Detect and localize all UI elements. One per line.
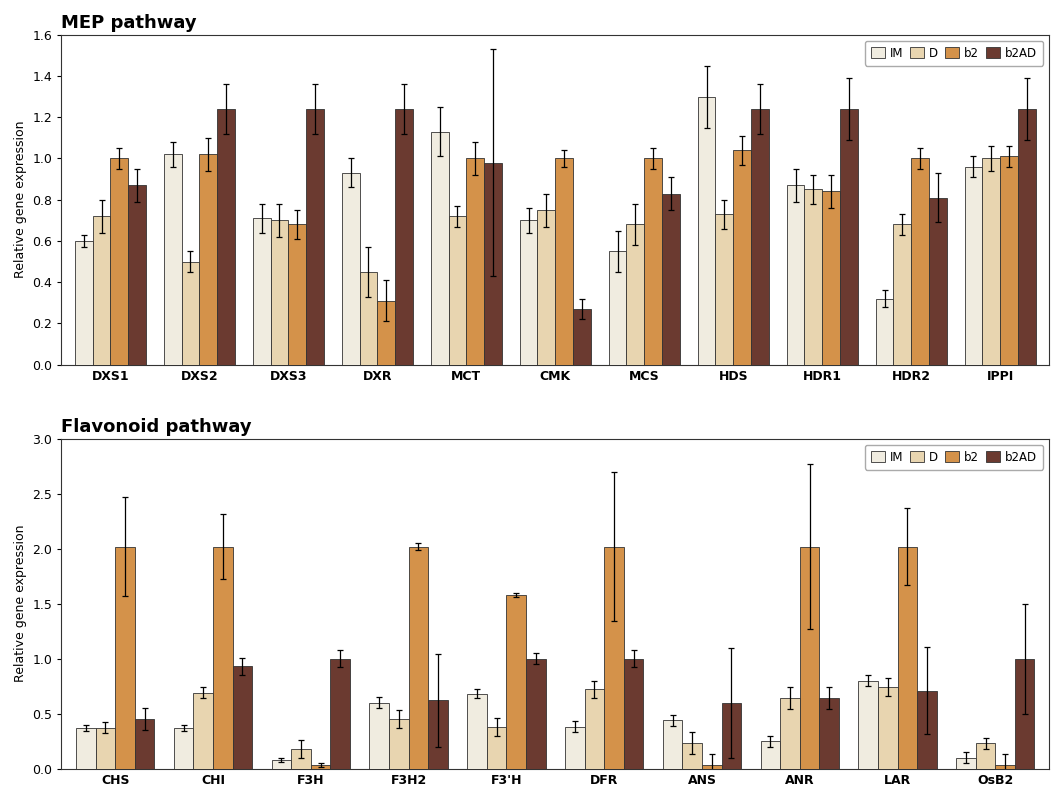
Bar <box>272 760 291 768</box>
Bar <box>395 109 412 364</box>
Bar <box>626 224 644 364</box>
Bar <box>820 698 839 768</box>
Bar <box>306 109 324 364</box>
Bar <box>538 210 555 364</box>
Bar <box>662 194 680 364</box>
Bar <box>174 728 193 768</box>
Bar <box>604 546 624 768</box>
Bar <box>840 109 858 364</box>
Bar <box>310 765 331 768</box>
Bar <box>976 743 995 768</box>
Legend: IM, D, b2, b2AD: IM, D, b2, b2AD <box>865 445 1043 469</box>
Bar <box>715 214 733 364</box>
Bar <box>663 720 682 768</box>
Bar <box>431 131 449 364</box>
Bar <box>468 694 487 768</box>
Bar <box>331 658 350 768</box>
Bar <box>682 743 702 768</box>
Bar <box>733 151 752 364</box>
Bar <box>1000 156 1018 364</box>
Bar <box>449 216 467 364</box>
Bar <box>805 189 822 364</box>
Bar <box>702 765 722 768</box>
Bar <box>389 719 408 768</box>
Bar <box>822 191 840 364</box>
Bar <box>487 727 506 768</box>
Bar <box>291 749 310 768</box>
Bar <box>370 702 389 768</box>
Bar <box>897 546 917 768</box>
Bar <box>995 765 1015 768</box>
Bar <box>555 159 573 364</box>
Y-axis label: Relative gene expression: Relative gene expression <box>14 121 27 279</box>
Bar <box>271 220 288 364</box>
Bar <box>233 666 252 768</box>
Bar <box>193 693 213 768</box>
Bar <box>876 299 893 364</box>
Bar <box>129 185 146 364</box>
Bar <box>359 272 377 364</box>
Bar <box>377 300 395 364</box>
Bar <box>787 185 805 364</box>
Text: Flavonoid pathway: Flavonoid pathway <box>62 418 252 436</box>
Bar <box>217 109 235 364</box>
Bar <box>964 167 982 364</box>
Bar <box>859 681 878 768</box>
Bar <box>573 309 591 364</box>
Bar <box>799 546 820 768</box>
Bar <box>96 728 115 768</box>
Bar <box>92 216 111 364</box>
Bar <box>77 728 96 768</box>
Y-axis label: Relative gene expression: Relative gene expression <box>14 525 27 682</box>
Text: MEP pathway: MEP pathway <box>62 14 197 32</box>
Bar <box>1018 109 1035 364</box>
Bar <box>697 97 715 364</box>
Bar <box>182 262 200 364</box>
Bar <box>722 702 741 768</box>
Bar <box>484 163 502 364</box>
Bar <box>752 109 769 364</box>
Legend: IM, D, b2, b2AD: IM, D, b2, b2AD <box>865 41 1043 66</box>
Bar <box>428 700 448 768</box>
Bar <box>253 218 271 364</box>
Bar <box>506 595 526 768</box>
Bar <box>213 546 233 768</box>
Bar <box>135 719 154 768</box>
Bar <box>341 173 359 364</box>
Bar <box>526 658 545 768</box>
Bar <box>982 159 1000 364</box>
Bar <box>585 690 604 768</box>
Bar <box>878 687 897 768</box>
Bar <box>408 546 428 768</box>
Bar <box>74 241 92 364</box>
Bar <box>111 159 129 364</box>
Bar <box>761 741 780 768</box>
Bar <box>288 224 306 364</box>
Bar <box>164 155 182 364</box>
Bar <box>957 758 976 768</box>
Bar <box>520 220 538 364</box>
Bar <box>1015 658 1034 768</box>
Bar <box>644 159 662 364</box>
Bar <box>609 252 626 364</box>
Bar <box>893 224 911 364</box>
Bar <box>780 698 799 768</box>
Bar <box>467 159 484 364</box>
Bar <box>200 155 217 364</box>
Bar <box>624 658 643 768</box>
Bar <box>929 198 947 364</box>
Bar <box>917 690 937 768</box>
Bar <box>911 159 929 364</box>
Bar <box>566 727 585 768</box>
Bar <box>115 546 135 768</box>
